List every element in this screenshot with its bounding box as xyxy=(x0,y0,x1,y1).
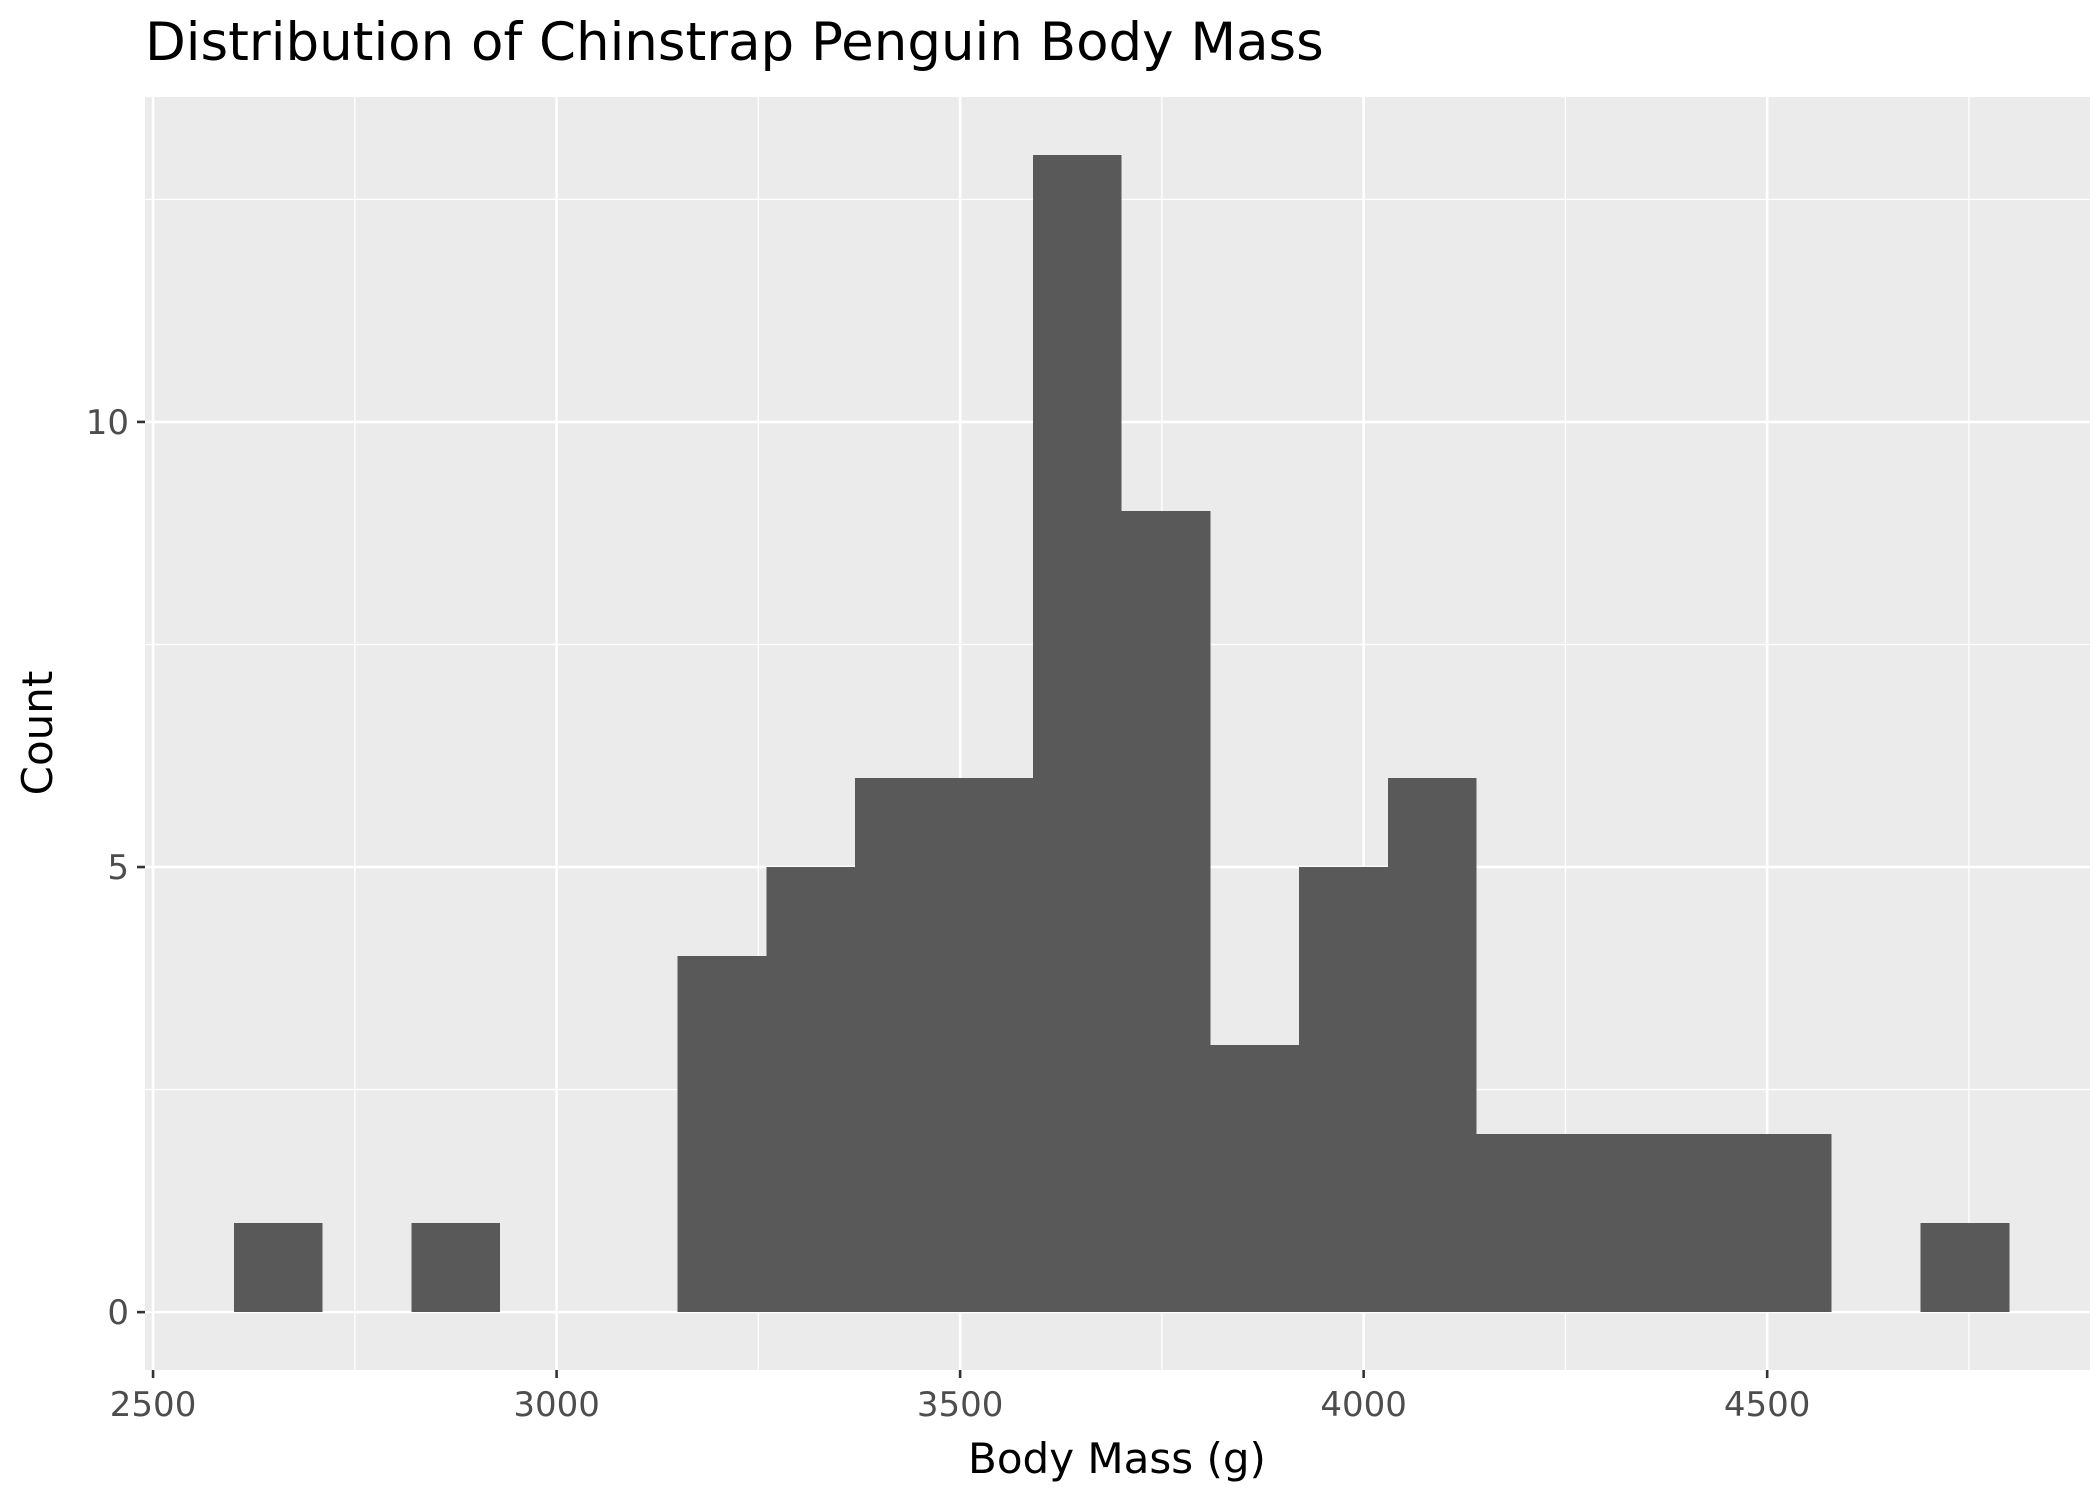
histogram-bar xyxy=(1654,1134,1743,1313)
x-tick-label: 4000 xyxy=(1320,1385,1407,1425)
histogram-bar xyxy=(1299,867,1388,1313)
histogram-bar xyxy=(943,778,1033,1313)
histogram-bar xyxy=(1210,1045,1300,1313)
y-axis: 0 5 10 xyxy=(86,403,145,1333)
x-tick-label: 2500 xyxy=(110,1385,197,1425)
histogram-bar xyxy=(1387,778,1477,1313)
histogram-bar xyxy=(766,867,856,1313)
histogram-bar xyxy=(233,1223,323,1313)
histogram-bar xyxy=(411,1223,501,1313)
histogram-bar xyxy=(1032,154,1122,1313)
histogram-bar xyxy=(1920,1223,2010,1313)
histogram-bar xyxy=(855,778,944,1313)
histogram-bar xyxy=(677,956,767,1313)
histogram-bars xyxy=(233,154,2010,1313)
histogram-bar xyxy=(1565,1134,1655,1313)
y-tick-label: 0 xyxy=(107,1293,129,1333)
y-tick-label: 10 xyxy=(86,403,129,443)
histogram-bar xyxy=(1121,510,1211,1313)
x-axis-title: Body Mass (g) xyxy=(968,1434,1266,1483)
histogram-bar xyxy=(1742,1134,1832,1313)
histogram-bar xyxy=(1476,1134,1566,1313)
chart-title: Distribution of Chinstrap Penguin Body M… xyxy=(145,12,1324,73)
x-tick-label: 3000 xyxy=(513,1385,600,1425)
x-tick-label: 4500 xyxy=(1724,1385,1811,1425)
x-axis: 2500 3000 3500 4000 4500 xyxy=(110,1370,1811,1425)
y-axis-title: Count xyxy=(13,671,62,796)
y-tick-label: 5 xyxy=(107,848,129,888)
x-tick-label: 3500 xyxy=(917,1385,1004,1425)
